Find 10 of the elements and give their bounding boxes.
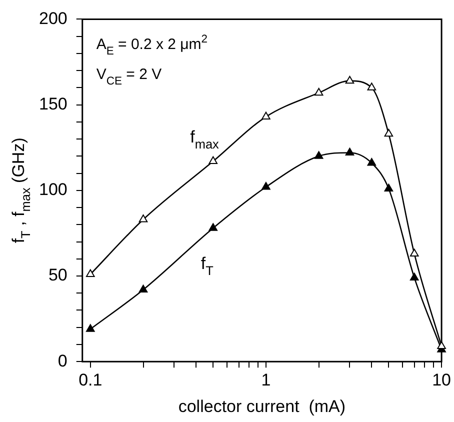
- y-axis-title: fT , fmax (GHz): [9, 138, 33, 244]
- y-tick-label: 150: [38, 94, 68, 114]
- x-tick-label: 10: [432, 370, 452, 390]
- y-tick-label: 100: [38, 180, 68, 200]
- y-tick-label: 200: [38, 8, 68, 28]
- x-tick-label: 1: [261, 370, 271, 390]
- x-tick-label: 0.1: [78, 370, 102, 390]
- y-tick-label: 0: [58, 351, 68, 370]
- y-tick-label: 50: [48, 266, 68, 285]
- x-axis-title: collector current (mA): [178, 397, 346, 416]
